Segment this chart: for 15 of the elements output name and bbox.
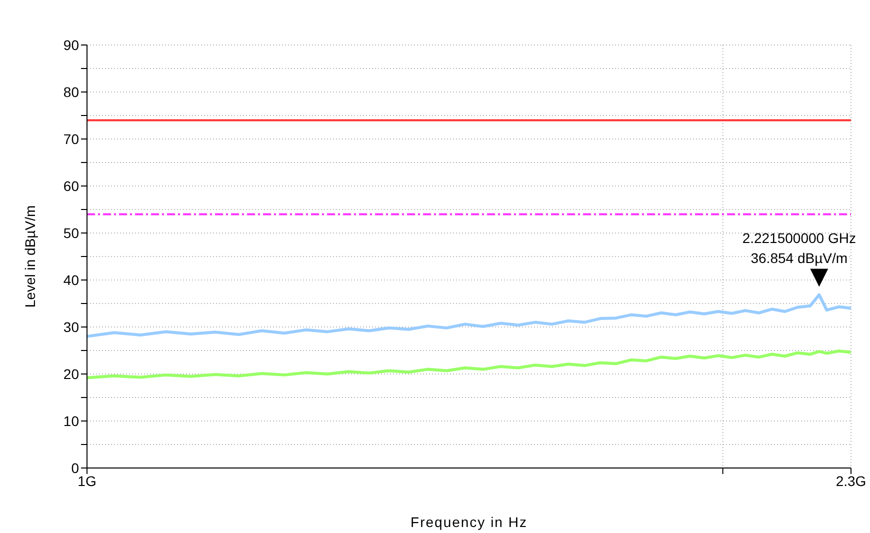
y-tick-label: 90 (63, 36, 80, 53)
y-tick-label: 40 (63, 272, 80, 288)
y-tick-label: 80 (63, 84, 80, 100)
y-axis-title: Level in dBµV/m (22, 205, 38, 308)
y-tick-label: 30 (63, 318, 80, 335)
y-tick-label: 70 (63, 130, 80, 147)
y-tick-label: 50 (63, 224, 80, 241)
x-tick-label: 2.3G (836, 472, 866, 489)
y-tick-label: 20 (63, 366, 80, 382)
y-tick-label: 60 (63, 178, 80, 194)
annotation: 2.221500000 GHz 36.854 dBµV/m (742, 230, 856, 266)
x-tick-label: 1G (78, 472, 96, 489)
y-tick-label: 10 (63, 412, 80, 429)
x-axis-title: Frequency in Hz (410, 514, 528, 530)
y-tick-label: 0 (71, 460, 80, 476)
